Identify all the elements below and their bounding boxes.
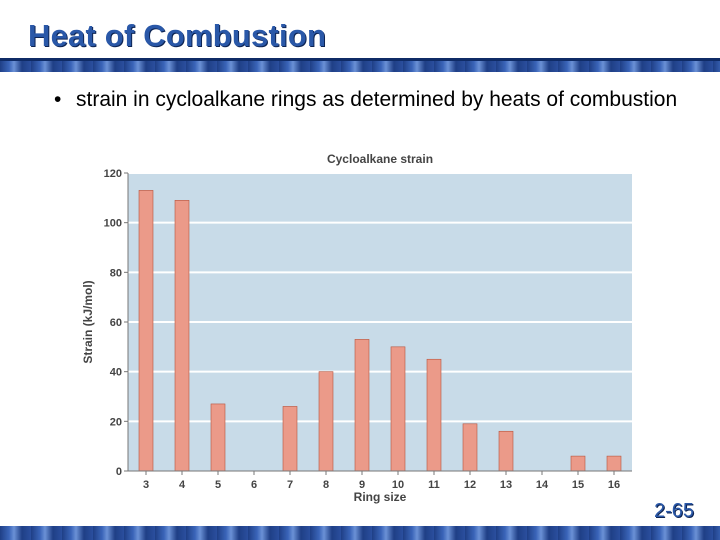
bar-ring-12 — [462, 423, 478, 472]
y-tick-label: 100 — [104, 218, 122, 230]
title-divider — [0, 58, 720, 72]
bar-ring-4 — [174, 200, 190, 472]
x-tick-label: 9 — [359, 479, 365, 491]
x-tick-label: 11 — [428, 479, 440, 491]
title-divider-edge — [0, 58, 720, 61]
y-tick-label: 80 — [110, 267, 122, 279]
bar-ring-16 — [606, 455, 622, 472]
x-tick-label: 16 — [608, 479, 620, 491]
bar-ring-8 — [318, 371, 334, 472]
x-tick-label: 12 — [464, 479, 476, 491]
y-axis-ticks: 0 20 40 60 80 100 120 — [104, 168, 128, 478]
bar-ring-3 — [138, 190, 154, 472]
x-tick-label: 3 — [143, 479, 149, 491]
x-tick-label: 15 — [572, 479, 584, 491]
slide-title: Heat of Combustion — [28, 18, 327, 53]
bar-ring-7 — [282, 406, 298, 472]
y-tick-label: 20 — [110, 416, 122, 428]
bars — [138, 190, 622, 472]
x-tick-label: 14 — [536, 479, 549, 491]
x-tick-label: 5 — [215, 479, 221, 491]
y-axis-label: Strain (kJ/mol) — [81, 280, 95, 363]
x-tick-label: 6 — [251, 479, 257, 491]
x-axis-label: Ring size — [354, 490, 407, 504]
y-tick-label: 40 — [110, 367, 122, 379]
x-tick-label: 13 — [500, 479, 512, 491]
x-tick-label: 4 — [179, 479, 186, 491]
bullet-marker: • — [54, 88, 62, 111]
y-tick-label: 0 — [116, 466, 122, 478]
page-number: 2-65 — [653, 500, 694, 522]
bar-ring-9 — [354, 339, 370, 472]
bullet-text: strain in cycloalkane rings as determine… — [76, 88, 678, 111]
footer-divider — [0, 526, 720, 540]
y-tick-label: 60 — [110, 317, 122, 329]
bar-ring-5 — [210, 403, 226, 472]
x-tick-label: 10 — [392, 479, 404, 491]
x-axis-ticks: 3 4 5 6 7 8 9 10 11 12 13 14 15 16 — [143, 471, 620, 491]
cycloalkane-strain-chart: Cycloalkane strain 0 20 40 60 80 100 120 3 4 5 6 7… — [81, 152, 632, 504]
bar-ring-10 — [390, 346, 406, 472]
bar-ring-11 — [426, 358, 442, 472]
x-tick-label: 8 — [323, 479, 329, 491]
y-tick-label: 120 — [104, 168, 122, 180]
bar-ring-13 — [498, 430, 514, 472]
bar-ring-15 — [570, 455, 586, 472]
chart-title: Cycloalkane strain — [327, 152, 433, 166]
x-tick-label: 7 — [287, 479, 293, 491]
